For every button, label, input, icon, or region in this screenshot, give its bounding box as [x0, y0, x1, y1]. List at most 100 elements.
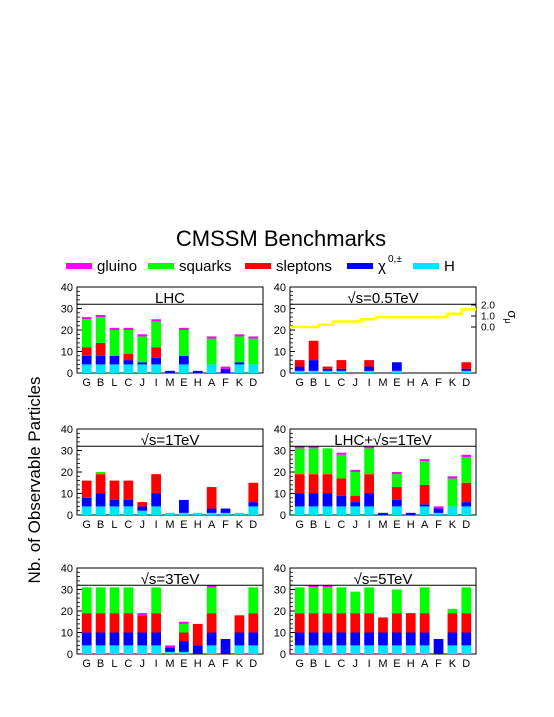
bar-segment-h-L	[109, 645, 120, 654]
bar-segment-h-L	[322, 506, 333, 515]
bar-segment-gluino-C	[336, 452, 347, 455]
x-tick-label-E: E	[393, 658, 400, 670]
bar-segment-chi-C	[123, 632, 134, 646]
bar-segment-gluino-B	[95, 314, 106, 318]
right-axis-tick-label: 1.0	[481, 312, 495, 323]
bar-segment-chi-G	[81, 497, 92, 507]
bar-segment-h-D	[461, 506, 472, 515]
bar-segment-gluino-A	[206, 336, 217, 339]
bar-segment-sleptons-J	[137, 615, 148, 633]
y-tick-label: 40	[274, 563, 286, 575]
bar-segment-sleptons-B	[308, 340, 319, 361]
bar-segment-sleptons-G	[81, 613, 92, 633]
x-tick-label-D: D	[249, 377, 257, 389]
legend-label-sleptons: sleptons	[276, 258, 332, 275]
bar-segment-sleptons-C	[336, 613, 347, 633]
bar-segment-h-K	[447, 506, 458, 515]
bar-segment-squarks-D	[248, 587, 259, 614]
bar-segment-h-G	[81, 364, 92, 373]
legend-label-chi: χ	[378, 258, 386, 275]
bar-segment-h-C	[336, 370, 347, 373]
bar-segment-h-K	[447, 645, 458, 654]
bar-segment-gluino-B	[308, 585, 319, 588]
bar-segment-h-J	[137, 364, 148, 373]
x-tick-label-I: I	[155, 658, 158, 670]
bar-segment-h-F	[220, 512, 231, 515]
bar-segment-chi-J	[350, 632, 361, 646]
bar-segment-chi-M	[165, 647, 175, 652]
bar-segment-gluino-L	[109, 327, 120, 330]
bar-segment-sleptons-G	[294, 474, 305, 494]
x-tick-label-L: L	[111, 377, 117, 389]
bar-segment-chi-K	[447, 632, 458, 646]
bar-segment-gluino-F	[220, 366, 231, 369]
bar-segment-chi-D	[461, 368, 472, 371]
bar-segment-sleptons-G	[294, 613, 305, 633]
x-tick-label-I: I	[368, 377, 371, 389]
bar-segment-sleptons-H	[192, 623, 203, 646]
bar-segment-chi-I	[151, 493, 161, 507]
y-tick-label: 40	[61, 282, 73, 294]
bar-segment-chi-G	[81, 355, 92, 365]
bar-segment-sleptons-C	[123, 613, 134, 633]
y-tick-label: 10	[61, 628, 73, 640]
x-tick-label-L: L	[324, 519, 330, 531]
bar-segment-chi-K	[234, 632, 245, 646]
y-tick-label: 10	[274, 628, 286, 640]
x-tick-label-E: E	[180, 377, 187, 389]
bar-segment-sleptons-B	[308, 613, 319, 633]
y-tick-label: 10	[61, 489, 73, 501]
x-tick-label-C: C	[124, 519, 132, 531]
y-tick-label: 30	[274, 446, 286, 458]
bar-segment-h-B	[95, 645, 106, 654]
bar-segment-chi-B	[95, 355, 106, 365]
x-tick-label-D: D	[462, 377, 470, 389]
bar-segment-chi-B	[308, 360, 319, 371]
bar-segment-squarks-A	[206, 587, 217, 614]
legend-label-gluino: gluino	[97, 258, 137, 275]
bar-segment-chi-E	[179, 499, 189, 513]
bar-segment-squarks-C	[336, 587, 347, 614]
y-tick-label: 20	[274, 606, 286, 618]
x-tick-label-E: E	[393, 519, 400, 531]
bar-segment-chi-C	[123, 499, 134, 507]
bar-segment-gluino-E	[392, 472, 402, 475]
bar-segment-sleptons-I	[364, 360, 374, 367]
bar-segment-chi-L	[322, 632, 333, 646]
bar-segment-h-M	[165, 651, 175, 654]
x-tick-label-I: I	[155, 377, 158, 389]
bar-segment-chi-L	[322, 368, 333, 371]
bar-segment-sleptons-I	[151, 613, 161, 633]
bar-segment-h-M	[378, 645, 388, 654]
bar-segment-h-B	[308, 370, 319, 373]
bar-segment-gluino-B	[308, 446, 319, 449]
bar-segment-h-J	[350, 506, 361, 515]
y-tick-label: 20	[274, 467, 286, 479]
x-tick-label-F: F	[435, 377, 442, 389]
bar-segment-chi-B	[95, 632, 106, 646]
x-tick-label-B: B	[310, 377, 317, 389]
bar-segment-chi-I	[151, 357, 161, 365]
bar-segment-h-C	[123, 645, 134, 654]
bar-segment-chi-I	[364, 493, 374, 507]
bar-segment-chi-E	[179, 641, 189, 652]
bar-segment-gluino-J	[137, 334, 148, 337]
x-tick-label-M: M	[165, 658, 174, 670]
bar-segment-chi-F	[220, 368, 231, 373]
x-tick-label-F: F	[222, 377, 229, 389]
x-tick-label-H: H	[194, 519, 202, 531]
bar-segment-chi-G	[81, 632, 92, 646]
bar-segment-squarks-G	[294, 448, 305, 475]
bar-segment-h-J	[137, 510, 148, 515]
bar-segment-sleptons-L	[109, 613, 120, 633]
legend-superscript-chi: 0,±	[388, 254, 402, 265]
panel-title: LHC	[155, 290, 185, 307]
bar-segment-squarks-C	[336, 454, 347, 479]
y-tick-label: 40	[61, 563, 73, 575]
x-tick-label-K: K	[449, 658, 457, 670]
bar-segment-chi-B	[95, 493, 106, 507]
bar-segment-gluino-M	[165, 645, 175, 648]
bar-segment-h-G	[294, 506, 305, 515]
bar-segment-chi-G	[294, 493, 305, 507]
